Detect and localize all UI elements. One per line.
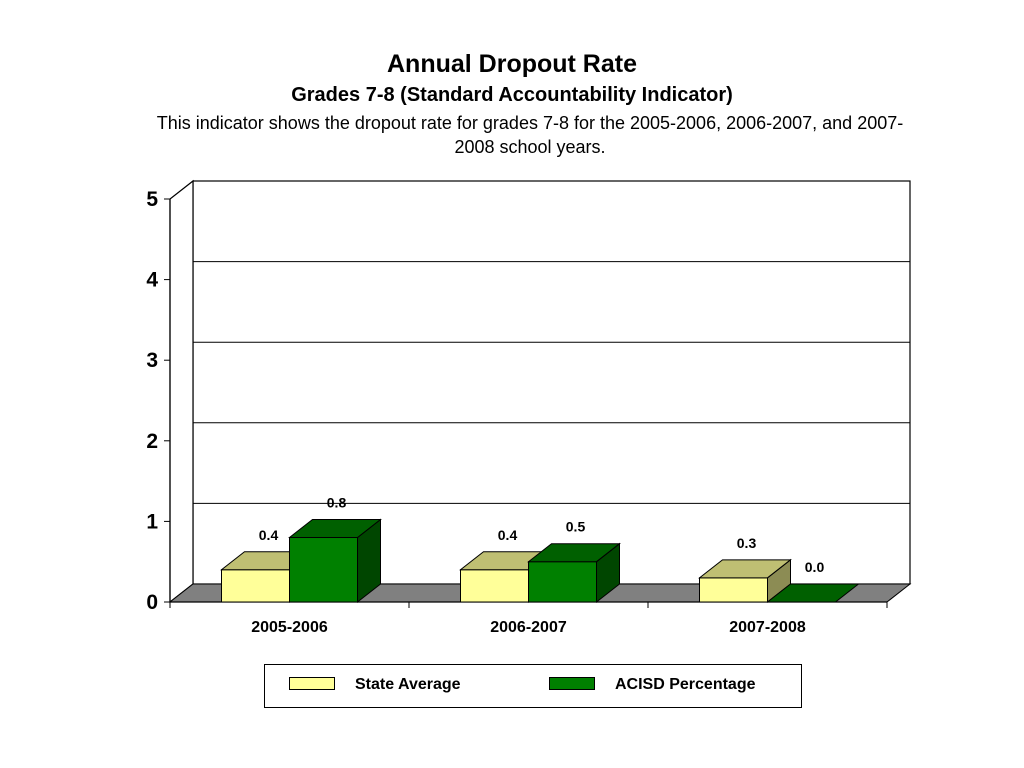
x-tick-label: 2007-2008 — [729, 619, 806, 636]
data-label: 0.8 — [327, 495, 347, 511]
bar-top — [698, 559, 792, 579]
data-label: 0.4 — [259, 527, 279, 543]
legend-label-state-average: State Average — [355, 676, 461, 693]
bar-chart: 0 1 2 3 4 5 2005-2006 2006-2007 2007-2008 0.4 0.4 0… — [146, 179, 912, 636]
y-tick-label: 3 — [146, 349, 158, 372]
data-label: 0.0 — [805, 559, 825, 575]
x-tick-label: 2005-2006 — [251, 619, 328, 636]
chart-subtitle: Grades 7-8 (Standard Accountability Indi… — [291, 84, 733, 106]
y-tick-label: 5 — [146, 188, 158, 211]
data-label: 0.3 — [737, 535, 757, 551]
bar-front — [221, 569, 290, 603]
bar-top — [766, 583, 860, 603]
bar-front — [699, 577, 768, 603]
bar-top — [527, 543, 621, 563]
chart-title: Annual Dropout Rate — [387, 50, 637, 78]
legend-swatch-acisd-percentage — [549, 677, 595, 690]
bar-front — [528, 561, 597, 603]
bar-top — [288, 519, 382, 539]
bar-front — [460, 569, 529, 603]
bar-front — [289, 537, 358, 603]
y-tick-label: 0 — [146, 591, 158, 614]
chart-legend: State Average ACISD Percentage — [264, 664, 802, 708]
chart-side-wall — [169, 179, 194, 604]
y-tick-label: 2 — [146, 430, 158, 453]
data-label: 0.5 — [566, 519, 586, 535]
x-tick-label: 2006-2007 — [490, 619, 567, 636]
data-label: 0.4 — [498, 527, 518, 543]
legend-swatch-state-average — [289, 677, 335, 690]
y-tick-label: 1 — [146, 510, 158, 533]
chart-description: This indicator shows the dropout rate fo… — [156, 113, 904, 157]
chart-back-wall — [192, 180, 911, 585]
y-tick-label: 4 — [146, 269, 158, 292]
legend-label-acisd-percentage: ACISD Percentage — [615, 676, 756, 693]
